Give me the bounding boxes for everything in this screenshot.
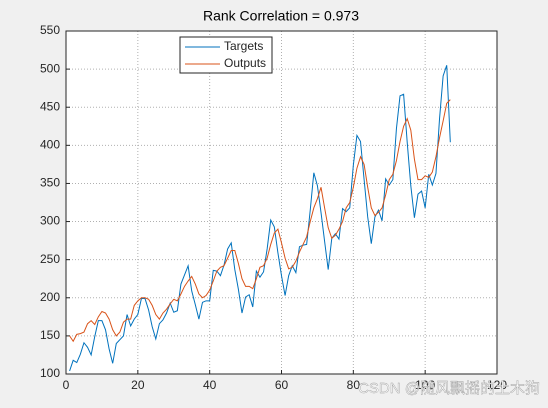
x-tick-label: 20 [131, 378, 145, 392]
y-tick-label: 400 [40, 138, 60, 152]
x-tick-label: 40 [203, 378, 217, 392]
y-tick-label: 450 [40, 99, 60, 113]
x-tick-label: 80 [347, 378, 361, 392]
y-tick-label: 350 [40, 176, 60, 190]
y-tick-label: 200 [40, 290, 60, 304]
legend-box [179, 36, 273, 74]
x-tick-label: 0 [63, 378, 70, 392]
x-tick-label: 120 [487, 378, 507, 392]
watermark: CSDN @随风飘摇的土木狗 [358, 380, 540, 397]
series-line [69, 99, 451, 343]
y-tick-label: 150 [40, 328, 60, 342]
series-line [69, 65, 451, 372]
y-tick-label: 250 [40, 252, 60, 266]
y-tick-label: 550 [40, 23, 60, 37]
y-tick-label: 100 [40, 366, 60, 380]
x-tick-label: 60 [275, 378, 289, 392]
axes-box [65, 30, 498, 375]
x-tick-label: 100 [415, 378, 435, 392]
chart-title: Rank Correlation = 0.973 [203, 8, 359, 24]
y-tick-label: 500 [40, 61, 60, 75]
legend-label: Targets [224, 39, 263, 53]
legend-label: Outputs [224, 56, 266, 70]
y-tick-label: 300 [40, 214, 60, 228]
